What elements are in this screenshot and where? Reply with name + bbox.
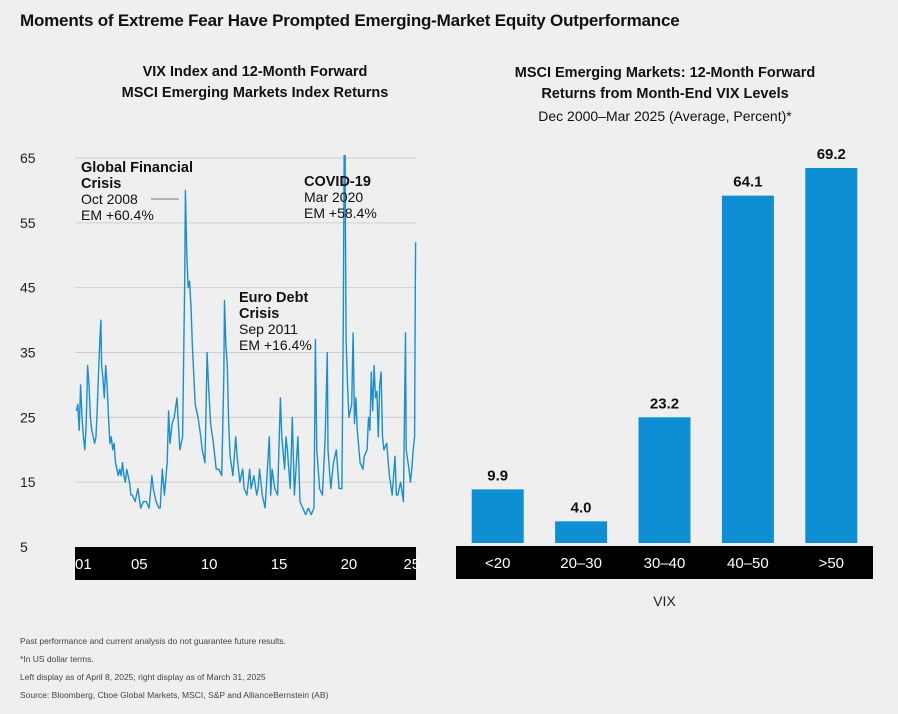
x-tick-label: 15	[271, 556, 288, 573]
category-label: 40–50	[727, 555, 769, 572]
bar-value-label: 69.2	[817, 146, 846, 163]
x-tick-label: 20	[341, 556, 358, 573]
bar-value-label: 4.0	[571, 499, 592, 516]
y-tick-label: 45	[20, 280, 36, 296]
category-label: >50	[819, 555, 844, 572]
annotation-date: Mar 2020	[304, 189, 363, 205]
annotation-date: Sep 2011	[239, 321, 298, 337]
bar-value-label: 64.1	[733, 174, 762, 191]
y-tick-label: 35	[20, 345, 36, 361]
y-tick-label: 65	[20, 150, 36, 166]
annotation-title: COVID-19	[304, 174, 371, 190]
bar-value-label: 9.9	[487, 467, 508, 484]
category-label: <20	[485, 555, 510, 572]
x-tick-label: 05	[131, 556, 148, 573]
footnote-1: Past performance and current analysis do…	[20, 636, 287, 646]
right-chart-subtitle: Dec 2000–Mar 2025 (Average, Percent)*	[538, 108, 792, 124]
main-title: Moments of Extreme Fear Have Prompted Em…	[20, 11, 680, 30]
annotation-title: Crisis	[239, 306, 279, 322]
returns-bar-chart: 9.9 4.0 23.2 64.1 69.2 <20 20–30 30–40 40–50 >50 V…	[456, 146, 873, 609]
bar	[805, 168, 858, 543]
annotation-return: EM +58.4%	[304, 205, 377, 221]
annotation-title: Global Financial	[81, 160, 193, 176]
y-tick-label: 5	[20, 539, 28, 555]
annotation-title: Crisis	[81, 176, 121, 192]
bar	[721, 195, 774, 544]
bar-value-label: 23.2	[650, 395, 679, 412]
footnote-2: *In US dollar terms.	[20, 654, 94, 664]
y-tick-label: 15	[20, 474, 36, 490]
right-chart-title: MSCI Emerging Markets: 12-Month Forward …	[440, 63, 890, 105]
x-axis-band	[456, 546, 873, 579]
left-chart-title-line-1: VIX Index and 12-Month Forward	[142, 64, 368, 80]
x-tick-label: 10	[201, 556, 218, 573]
annotation-return: EM +16.4%	[239, 337, 312, 353]
y-tick-label: 55	[20, 215, 36, 231]
bar	[471, 489, 524, 543]
category-label: 20–30	[560, 555, 602, 572]
footnote-4: Source: Bloomberg, Cboe Global Markets, …	[20, 690, 329, 700]
left-chart-title-line-2: MSCI Emerging Markets Index Returns	[121, 85, 389, 101]
footnotes: Past performance and current analysis do…	[20, 632, 328, 704]
bar	[555, 521, 608, 543]
bar	[638, 417, 691, 543]
right-chart-title-line-1: MSCI Emerging Markets: 12-Month Forward	[514, 65, 816, 81]
vix-line-chart: 65 55 45 35 25 15 5 01 05 10 15 20 25 Global Financia…	[20, 150, 420, 580]
x-axis-title: VIX	[653, 593, 676, 609]
category-label: 30–40	[644, 555, 686, 572]
annotation-date: Oct 2008	[81, 191, 138, 207]
y-tick-label: 25	[20, 409, 36, 425]
x-axis-band	[75, 547, 416, 580]
left-chart-title: VIX Index and 12-Month Forward MSCI Emer…	[55, 62, 455, 104]
x-tick-label: 01	[75, 556, 92, 573]
right-chart-title-line-2: Returns from Month-End VIX Levels	[541, 86, 789, 102]
annotation-return: EM +60.4%	[81, 207, 154, 223]
vix-series-line	[75, 155, 417, 516]
annotation-title: Euro Debt	[239, 290, 308, 306]
footnote-3: Left display as of April 8, 2025; right …	[20, 672, 266, 682]
x-tick-label: 25	[403, 556, 420, 573]
